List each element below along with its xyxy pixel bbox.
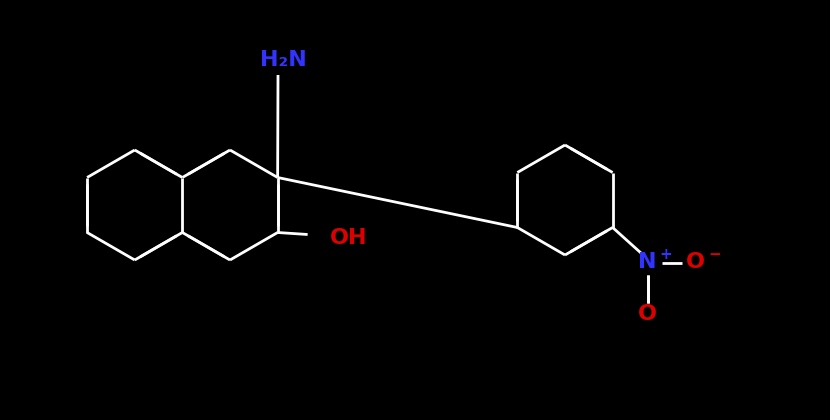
Text: O: O bbox=[686, 252, 706, 273]
Text: N: N bbox=[638, 252, 657, 273]
Text: +: + bbox=[660, 247, 672, 262]
Text: −: − bbox=[709, 247, 721, 262]
Text: OH: OH bbox=[330, 228, 367, 247]
Text: H₂N: H₂N bbox=[260, 50, 307, 70]
Text: O: O bbox=[638, 304, 657, 325]
